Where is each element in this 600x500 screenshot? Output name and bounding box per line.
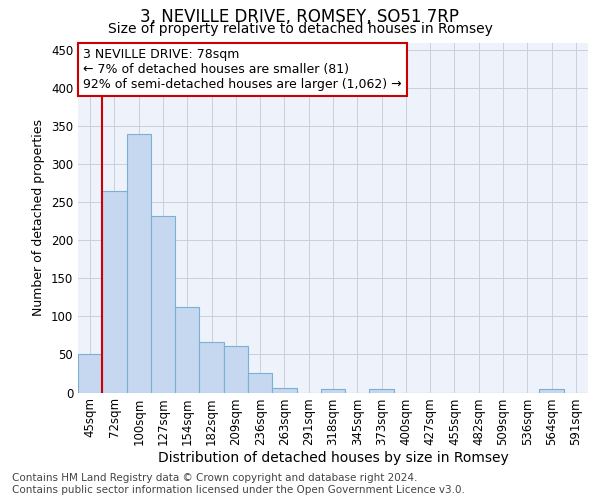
- Text: Size of property relative to detached houses in Romsey: Size of property relative to detached ho…: [107, 22, 493, 36]
- Bar: [127, 134, 151, 392]
- Bar: [78, 354, 102, 393]
- Text: Contains HM Land Registry data © Crown copyright and database right 2024.
Contai: Contains HM Land Registry data © Crown c…: [12, 474, 465, 495]
- Bar: [272, 388, 296, 392]
- X-axis label: Distribution of detached houses by size in Romsey: Distribution of detached houses by size …: [158, 450, 508, 464]
- Bar: [248, 374, 272, 392]
- Bar: [175, 306, 199, 392]
- Bar: [224, 346, 248, 393]
- Text: 3 NEVILLE DRIVE: 78sqm
← 7% of detached houses are smaller (81)
92% of semi-deta: 3 NEVILLE DRIVE: 78sqm ← 7% of detached …: [83, 48, 402, 91]
- Bar: [151, 216, 175, 392]
- Y-axis label: Number of detached properties: Number of detached properties: [32, 119, 46, 316]
- Bar: [539, 390, 564, 392]
- Bar: [370, 390, 394, 392]
- Bar: [321, 388, 345, 392]
- Text: 3, NEVILLE DRIVE, ROMSEY, SO51 7RP: 3, NEVILLE DRIVE, ROMSEY, SO51 7RP: [140, 8, 460, 26]
- Bar: [102, 191, 127, 392]
- Bar: [199, 342, 224, 392]
